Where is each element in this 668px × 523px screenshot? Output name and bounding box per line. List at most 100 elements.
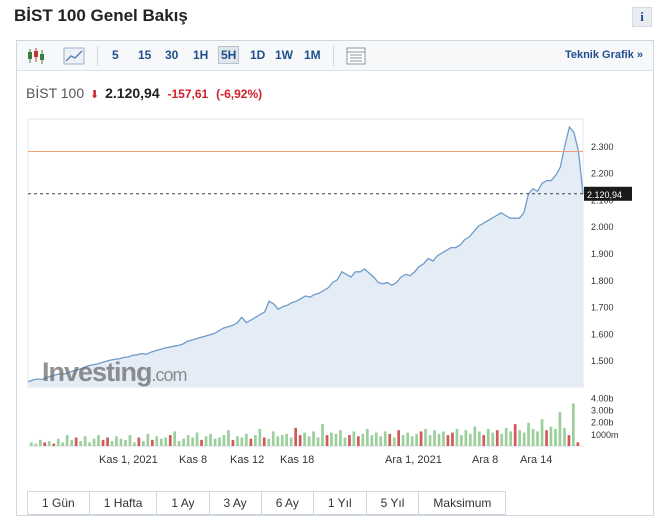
current-price-label: 2.120,94	[587, 190, 622, 200]
range-button[interactable]: 1 Yıl	[312, 491, 367, 515]
volume-bar	[509, 431, 512, 446]
candlestick-chart-icon[interactable]	[25, 46, 47, 66]
quote-line: BİST 100 ⬇ 2.120,94 -157,61 (-6,92%)	[26, 85, 262, 101]
area-chart-icon[interactable]	[63, 46, 85, 66]
volume-bar	[419, 431, 423, 446]
volume-bar	[437, 433, 441, 446]
volume-bar	[482, 435, 486, 446]
volume-bar	[43, 442, 47, 446]
volume-bar	[518, 430, 521, 446]
volume-bar	[204, 436, 208, 446]
volume-bar	[186, 435, 190, 446]
chart-panel: 5 15 30 1H 5H 1D 1W 1M Teknik Grafik » B…	[16, 40, 654, 516]
volume-bar	[540, 419, 544, 446]
x-tick-label: Ara 14	[520, 454, 552, 466]
volume-bar	[446, 435, 450, 446]
volume-bar	[280, 435, 284, 446]
volume-bar	[397, 430, 400, 446]
volume-bar	[428, 435, 432, 446]
volume-bar	[74, 437, 78, 446]
volume-bar	[101, 439, 105, 446]
volume-bar	[271, 431, 275, 446]
volume-bar	[410, 436, 414, 446]
range-button[interactable]: 1 Gün	[27, 491, 90, 515]
volume-bar	[65, 435, 69, 446]
price-chart[interactable]: 2.3002.2002.1002.0001.9001.8001.7001.600…	[17, 41, 653, 487]
volume-bar	[491, 432, 495, 446]
volume-bar	[137, 437, 141, 446]
volume-bar	[469, 433, 472, 446]
price-change-percent: (-6,92%)	[216, 87, 263, 101]
volume-bar	[285, 433, 288, 446]
range-button[interactable]: 3 Ay	[208, 491, 262, 515]
volume-bar	[563, 427, 566, 446]
volume-bar	[177, 441, 181, 446]
interval-1w[interactable]: 1W	[275, 48, 293, 62]
volume-bar	[339, 430, 342, 446]
volume-bar	[388, 433, 392, 446]
volume-bar	[433, 430, 436, 446]
interval-1h[interactable]: 1H	[193, 48, 209, 62]
volume-bar	[159, 438, 163, 446]
interval-1d[interactable]: 1D	[250, 48, 266, 62]
range-button[interactable]: 6 Ay	[260, 491, 314, 515]
toolbar-divider	[333, 46, 334, 66]
volume-bar	[88, 442, 91, 446]
volume-bar	[92, 438, 96, 446]
volume-bar	[56, 438, 60, 446]
volume-bar	[455, 429, 459, 446]
volume-bar	[321, 424, 324, 446]
volume-bar	[572, 403, 575, 446]
volume-bar	[124, 439, 127, 446]
page-title: BİST 100 Genel Bakış	[14, 6, 188, 25]
range-button[interactable]: 1 Hafta	[88, 491, 158, 515]
index-name: BİST 100	[26, 85, 85, 101]
volume-bar	[348, 435, 351, 446]
volume-bar	[106, 437, 109, 446]
volume-bar	[110, 441, 114, 446]
volume-bar	[119, 438, 123, 446]
volume-bar	[464, 430, 468, 446]
volume-bar	[545, 430, 548, 446]
time-range-bar: 1 Gün 1 Hafta 1 Ay 3 Ay 6 Ay 1 Yıl 5 Yıl Maksim…	[27, 491, 507, 515]
info-button[interactable]: i	[632, 7, 652, 27]
table-view-icon[interactable]	[345, 46, 367, 66]
x-tick-label: Ara 8	[472, 454, 498, 466]
range-button[interactable]: Maksimum	[418, 491, 507, 515]
volume-bar	[142, 441, 145, 446]
volume-bar	[527, 422, 530, 446]
investing-watermark: Investing.com	[42, 357, 187, 387]
price-tick-label: 2.000	[591, 222, 614, 232]
volume-tick-label: 1000m	[591, 430, 619, 440]
interval-5h[interactable]: 5H	[218, 46, 240, 64]
current-price-tag	[584, 186, 632, 201]
volume-bar	[303, 432, 306, 446]
down-arrow-icon: ⬇	[90, 89, 100, 101]
volume-bar	[522, 432, 526, 446]
interval-30[interactable]: 30	[165, 48, 179, 62]
interval-5[interactable]: 5	[112, 48, 119, 62]
interval-1m[interactable]: 1M	[304, 48, 321, 62]
volume-bar	[460, 435, 463, 446]
x-tick-label: Kas 1, 2021	[99, 454, 158, 466]
volume-tick-label: 3.00b	[591, 406, 614, 416]
range-button[interactable]: 1 Ay	[156, 491, 210, 515]
volume-bar	[406, 432, 409, 446]
interval-15[interactable]: 15	[138, 48, 152, 62]
volume-bar	[52, 443, 56, 446]
volume-bar	[34, 443, 38, 446]
volume-bar	[240, 437, 244, 446]
volume-bar	[401, 435, 405, 446]
price-tick-label: 1.500	[591, 356, 614, 366]
technical-chart-link[interactable]: Teknik Grafik »	[564, 49, 643, 61]
price-tick-label: 1.700	[591, 303, 614, 313]
volume-bar	[79, 441, 82, 446]
volume-bar	[361, 433, 365, 446]
volume-bar	[222, 435, 226, 446]
volume-bar	[478, 431, 481, 446]
volume-bar	[236, 436, 239, 446]
price-tick-label: 2.200	[591, 169, 614, 179]
range-button[interactable]: 5 Yıl	[365, 491, 420, 515]
volume-bar	[536, 431, 539, 446]
volume-bar	[366, 429, 369, 446]
